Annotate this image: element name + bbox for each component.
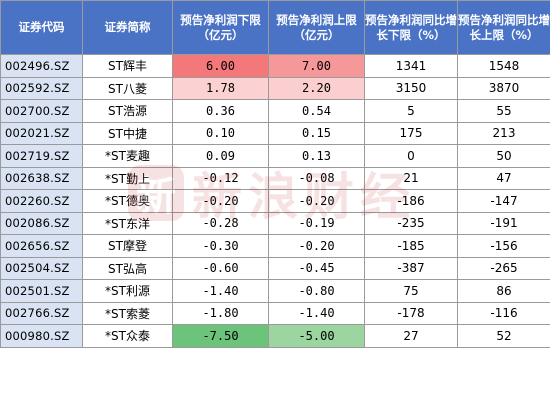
- growth-high-cell: 47: [457, 166, 550, 190]
- stock-name-cell: *ST勤上: [82, 166, 173, 190]
- table-row: 002504.SZ ST弘高 -0.60 -0.45 -387 -265: [0, 256, 550, 280]
- growth-high-cell: -265: [457, 256, 550, 280]
- header-profit-high: 预告净利润上限（亿元）: [268, 0, 365, 55]
- profit-high-cell: 0.15: [268, 121, 365, 145]
- profit-low-cell: -0.60: [172, 256, 269, 280]
- profit-high-cell: -0.20: [268, 234, 365, 258]
- stock-name-cell: ST浩源: [82, 99, 173, 123]
- table-row: 002656.SZ ST摩登 -0.30 -0.20 -185 -156: [0, 234, 550, 258]
- growth-low-cell: 27: [364, 324, 458, 348]
- table-row: 000980.SZ *ST众泰 -7.50 -5.00 27 52: [0, 324, 550, 348]
- table-row: 002501.SZ *ST利源 -1.40 -0.80 75 86: [0, 279, 550, 303]
- growth-high-cell: -191: [457, 211, 550, 235]
- profit-high-cell: -5.00: [268, 324, 365, 348]
- growth-low-cell: -235: [364, 211, 458, 235]
- growth-low-cell: -387: [364, 256, 458, 280]
- stock-code-cell: 002719.SZ: [0, 144, 83, 168]
- growth-high-cell: 3870: [457, 76, 550, 100]
- growth-low-cell: -186: [364, 189, 458, 213]
- profit-high-cell: 0.54: [268, 99, 365, 123]
- profit-high-cell: -0.20: [268, 189, 365, 213]
- stock-code-cell: 002504.SZ: [0, 256, 83, 280]
- growth-high-cell: 86: [457, 279, 550, 303]
- table-row: 002719.SZ *ST麦趣 0.09 0.13 0 50: [0, 144, 550, 168]
- stock-code-cell: 002766.SZ: [0, 301, 83, 325]
- growth-high-cell: 1548: [457, 54, 550, 78]
- header-growth-high: 预告净利润同比增长上限（%）: [457, 0, 550, 55]
- growth-high-cell: -156: [457, 234, 550, 258]
- growth-high-cell: 52: [457, 324, 550, 348]
- profit-low-cell: 0.36: [172, 99, 269, 123]
- growth-high-cell: 50: [457, 144, 550, 168]
- stock-code-cell: 002700.SZ: [0, 99, 83, 123]
- forecast-table: 证券代码 证券简称 预告净利润下限（亿元） 预告净利润上限（亿元） 预告净利润同…: [0, 0, 550, 348]
- growth-low-cell: 5: [364, 99, 458, 123]
- stock-name-cell: *ST索菱: [82, 301, 173, 325]
- growth-high-cell: 213: [457, 121, 550, 145]
- stock-code-cell: 002656.SZ: [0, 234, 83, 258]
- profit-low-cell: 1.78: [172, 76, 269, 100]
- stock-code-cell: 002260.SZ: [0, 189, 83, 213]
- stock-name-cell: ST中捷: [82, 121, 173, 145]
- growth-high-cell: 55: [457, 99, 550, 123]
- stock-code-cell: 002496.SZ: [0, 54, 83, 78]
- stock-name-cell: ST八菱: [82, 76, 173, 100]
- header-code: 证券代码: [0, 0, 83, 55]
- growth-low-cell: 0: [364, 144, 458, 168]
- profit-low-cell: 0.10: [172, 121, 269, 145]
- stock-name-cell: ST摩登: [82, 234, 173, 258]
- growth-low-cell: 75: [364, 279, 458, 303]
- table-row: 002496.SZ ST辉丰 6.00 7.00 1341 1548: [0, 54, 550, 78]
- profit-high-cell: 2.20: [268, 76, 365, 100]
- profit-high-cell: -0.80: [268, 279, 365, 303]
- growth-low-cell: 1341: [364, 54, 458, 78]
- table-row: 002021.SZ ST中捷 0.10 0.15 175 213: [0, 121, 550, 145]
- table-row: 002260.SZ *ST德奥 -0.20 -0.20 -186 -147: [0, 189, 550, 213]
- profit-high-cell: -0.45: [268, 256, 365, 280]
- growth-high-cell: -147: [457, 189, 550, 213]
- profit-low-cell: -0.12: [172, 166, 269, 190]
- stock-name-cell: *ST德奥: [82, 189, 173, 213]
- stock-code-cell: 002086.SZ: [0, 211, 83, 235]
- profit-low-cell: -0.30: [172, 234, 269, 258]
- growth-low-cell: -178: [364, 301, 458, 325]
- growth-low-cell: 3150: [364, 76, 458, 100]
- stock-name-cell: *ST麦趣: [82, 144, 173, 168]
- stock-code-cell: 002501.SZ: [0, 279, 83, 303]
- table-row: 002638.SZ *ST勤上 -0.12 -0.08 21 47: [0, 166, 550, 190]
- profit-low-cell: -7.50: [172, 324, 269, 348]
- stock-code-cell: 002021.SZ: [0, 121, 83, 145]
- stock-code-cell: 000980.SZ: [0, 324, 83, 348]
- stock-name-cell: ST辉丰: [82, 54, 173, 78]
- growth-low-cell: 21: [364, 166, 458, 190]
- stock-code-cell: 002592.SZ: [0, 76, 83, 100]
- table-row: 002592.SZ ST八菱 1.78 2.20 3150 3870: [0, 76, 550, 100]
- profit-low-cell: -1.80: [172, 301, 269, 325]
- profit-low-cell: -1.40: [172, 279, 269, 303]
- profit-high-cell: 7.00: [268, 54, 365, 78]
- table-row: 002086.SZ *ST东洋 -0.28 -0.19 -235 -191: [0, 211, 550, 235]
- growth-low-cell: 175: [364, 121, 458, 145]
- header-growth-low: 预告净利润同比增长下限（%）: [364, 0, 458, 55]
- profit-low-cell: -0.20: [172, 189, 269, 213]
- header-profit-low: 预告净利润下限（亿元）: [172, 0, 269, 55]
- stock-name-cell: *ST东洋: [82, 211, 173, 235]
- table-row: 002766.SZ *ST索菱 -1.80 -1.40 -178 -116: [0, 301, 550, 325]
- stock-code-cell: 002638.SZ: [0, 166, 83, 190]
- table-row: 002700.SZ ST浩源 0.36 0.54 5 55: [0, 99, 550, 123]
- profit-high-cell: -1.40: [268, 301, 365, 325]
- header-row: 证券代码 证券简称 预告净利润下限（亿元） 预告净利润上限（亿元） 预告净利润同…: [0, 0, 550, 55]
- stock-name-cell: *ST众泰: [82, 324, 173, 348]
- stock-name-cell: ST弘高: [82, 256, 173, 280]
- growth-low-cell: -185: [364, 234, 458, 258]
- profit-low-cell: 0.09: [172, 144, 269, 168]
- growth-high-cell: -116: [457, 301, 550, 325]
- profit-low-cell: 6.00: [172, 54, 269, 78]
- stock-name-cell: *ST利源: [82, 279, 173, 303]
- profit-high-cell: 0.13: [268, 144, 365, 168]
- profit-high-cell: -0.19: [268, 211, 365, 235]
- profit-high-cell: -0.08: [268, 166, 365, 190]
- header-name: 证券简称: [82, 0, 173, 55]
- profit-low-cell: -0.28: [172, 211, 269, 235]
